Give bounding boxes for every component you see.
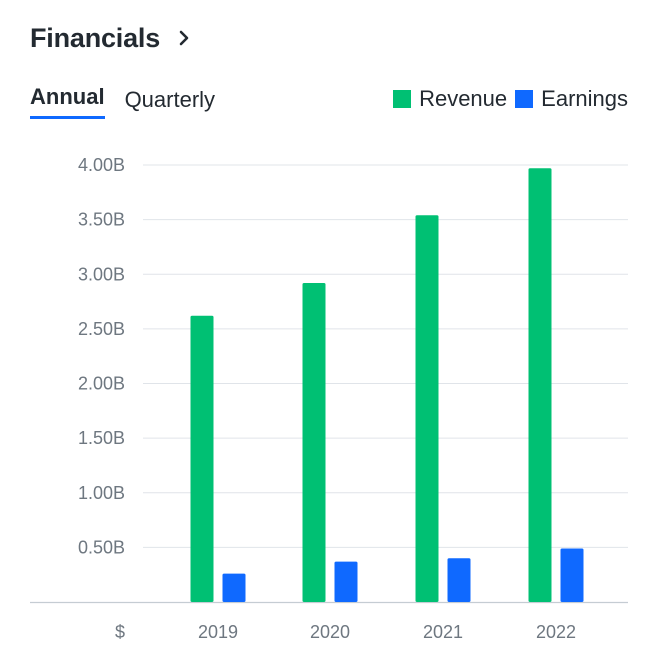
bar-earnings-2020 <box>334 561 358 602</box>
page-title: Financials <box>30 22 161 53</box>
bar-revenue-2021 <box>415 215 439 602</box>
bar-earnings-2019 <box>222 573 246 602</box>
x-tick-label: 2022 <box>536 622 576 642</box>
chevron-right-icon <box>179 30 189 46</box>
bar-earnings-2022 <box>560 548 584 602</box>
y-tick-label: 4.00B <box>78 155 125 175</box>
revenue-swatch <box>393 90 412 108</box>
legend-label-revenue: Revenue <box>419 86 508 111</box>
earnings-swatch <box>515 90 534 108</box>
bar-earnings-2021 <box>447 558 471 602</box>
x-tick-label: 2021 <box>423 622 463 642</box>
bar-revenue-2019 <box>190 315 214 602</box>
y-tick-label: 3.50B <box>78 210 125 230</box>
y-tick-label: 3.00B <box>78 264 125 284</box>
tab-annual[interactable]: Annual <box>30 84 105 119</box>
x-tick-label: 2019 <box>198 622 238 642</box>
y-tick-label: 0.50B <box>78 537 125 557</box>
period-tabs: Annual Quarterly <box>30 84 235 119</box>
legend-item-revenue[interactable]: Revenue <box>393 86 507 112</box>
x-tick-label: 2020 <box>310 622 350 642</box>
y-tick-label: 1.50B <box>78 428 125 448</box>
y-tick-label: 2.50B <box>78 319 125 339</box>
legend-label-earnings: Earnings <box>541 86 628 111</box>
currency-label: $ <box>115 622 125 642</box>
y-tick-label: 1.00B <box>78 483 125 503</box>
chart-legend: Revenue Earnings <box>385 86 628 112</box>
bar-revenue-2020 <box>302 282 326 602</box>
tab-quarterly[interactable]: Quarterly <box>124 87 216 112</box>
financials-bar-chart: 0.50B 1.00B 1.50B 2.00B 2.50B 3.00B 3.50B 4.00B… <box>30 155 628 642</box>
bar-revenue-2022 <box>528 168 552 602</box>
legend-item-earnings[interactable]: Earnings <box>515 86 628 112</box>
y-tick-label: 2.00B <box>78 374 125 394</box>
financials-title-link[interactable]: Financials <box>30 18 194 58</box>
